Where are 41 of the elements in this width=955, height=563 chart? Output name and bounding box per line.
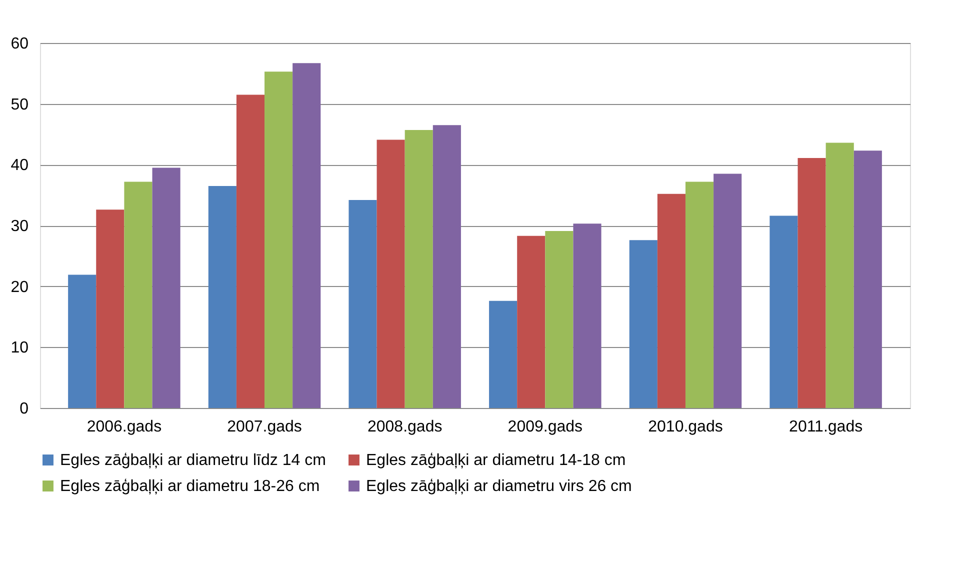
bar [517, 236, 546, 408]
y-tick-label: 20 [10, 278, 29, 296]
bar [657, 194, 686, 408]
bar [685, 182, 714, 408]
bar [152, 168, 180, 408]
bar [68, 274, 96, 408]
x-tick-label: 2011.gads [789, 418, 863, 436]
y-tick-label: 50 [10, 96, 29, 114]
bar [96, 210, 124, 408]
legend-label: Egles zāģbaļķi ar diametru 14-18 cm [366, 452, 626, 469]
x-tick-label: 2010.gads [648, 418, 723, 436]
bar [545, 230, 574, 408]
bar [770, 216, 798, 408]
bar [376, 140, 405, 408]
bar [208, 186, 236, 408]
x-tick-label: 2007.gads [227, 418, 302, 436]
y-tick-label: 40 [10, 157, 29, 174]
y-tick-label: 60 [10, 36, 29, 52]
bar [236, 94, 265, 408]
y-tick-label: 0 [20, 400, 29, 418]
y-tick-label: 10 [10, 340, 29, 357]
bar [292, 63, 321, 408]
y-tick-label: 30 [10, 218, 29, 235]
bar [489, 300, 518, 408]
x-tick-label: 2009.gads [508, 418, 583, 436]
bar [404, 130, 433, 408]
legend-label: Egles zāģbaļķi ar diametru līdz 14 cm [60, 452, 326, 469]
bar [826, 142, 854, 408]
bar [629, 240, 658, 408]
bar [432, 125, 461, 408]
x-tick-label: 2006.gads [86, 418, 162, 436]
bar [714, 174, 742, 408]
bar [798, 158, 826, 408]
x-tick-label: 2008.gads [367, 418, 442, 436]
bar [264, 72, 293, 408]
bar [124, 182, 152, 408]
bar [573, 224, 602, 408]
bar [854, 150, 882, 408]
legend-label: Egles zāģbaļķi ar diametru 18-26 cm [60, 478, 320, 495]
bar [348, 200, 377, 408]
legend-label: Egles zāģbaļķi ar diametru virs 26 cm [366, 478, 632, 495]
